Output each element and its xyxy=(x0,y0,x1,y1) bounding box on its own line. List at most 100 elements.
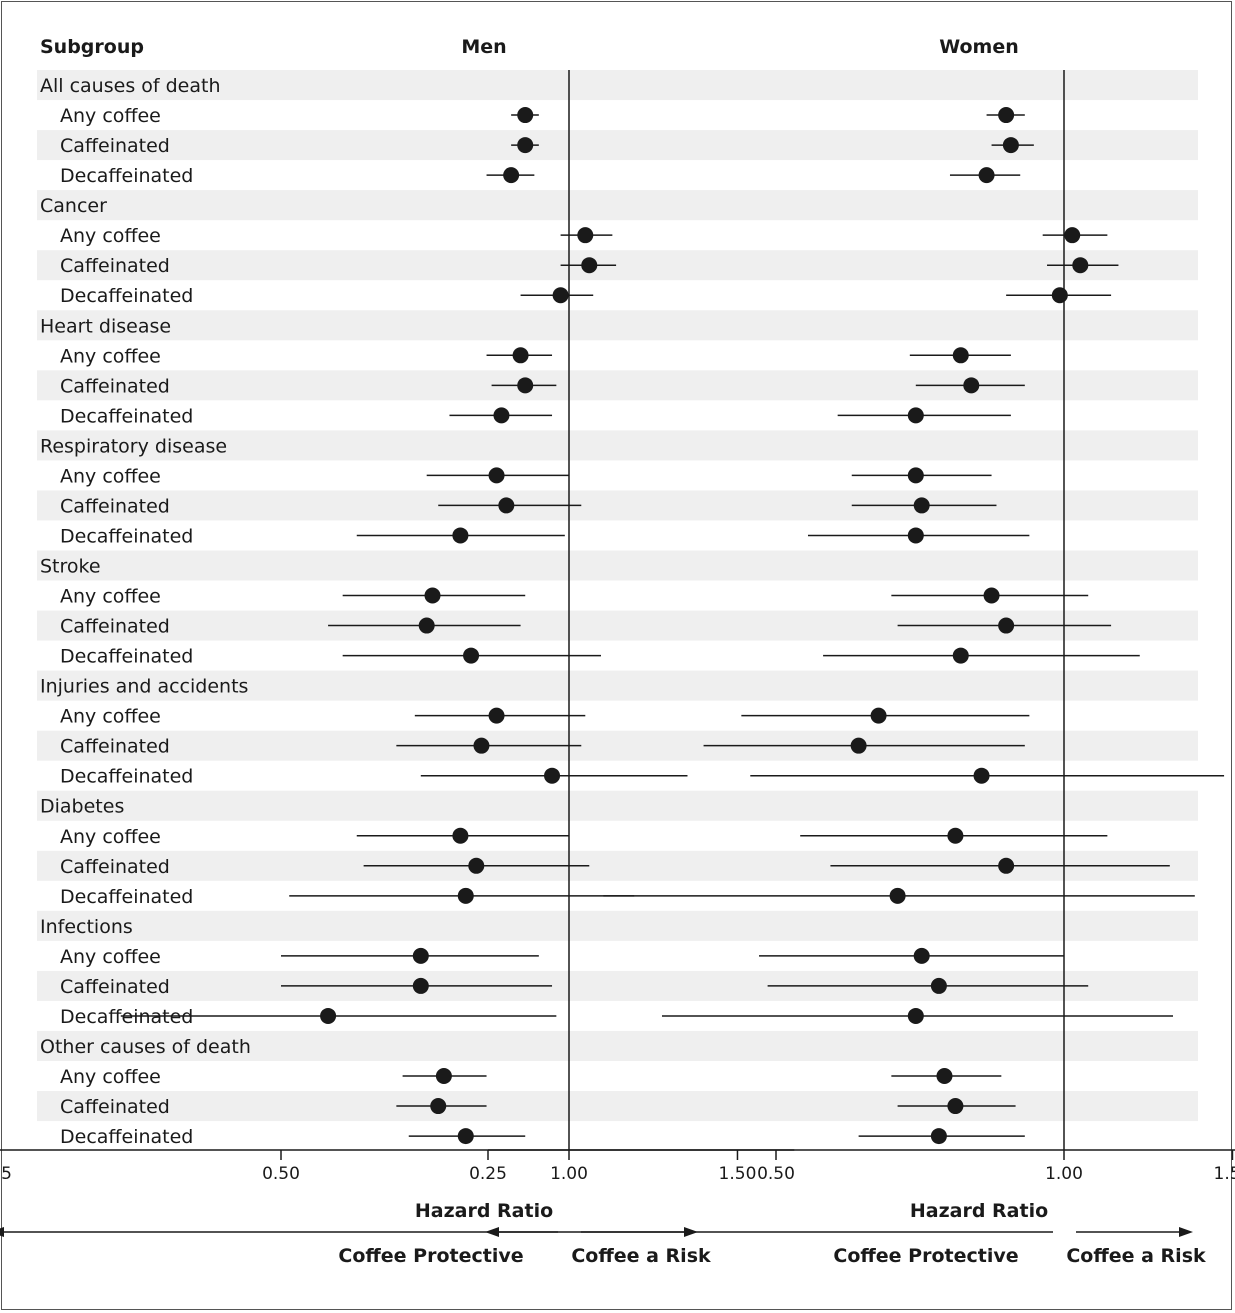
row-band xyxy=(37,550,1198,581)
row-label: Caffeinated xyxy=(60,856,170,878)
row-label: Any coffee xyxy=(60,345,161,367)
panel-title-men: Men xyxy=(461,36,506,58)
x-tick-label-men: 1.00 xyxy=(550,1164,588,1184)
row-label: Caffeinated xyxy=(60,135,170,157)
point-estimate-women xyxy=(907,467,924,484)
point-estimate-women xyxy=(1072,257,1089,274)
group-label: All causes of death xyxy=(40,75,221,97)
point-estimate-men xyxy=(452,827,469,844)
point-estimate-women xyxy=(907,407,924,424)
row-label: Caffeinated xyxy=(60,736,170,758)
row-label: Any coffee xyxy=(60,826,161,848)
row-bands xyxy=(37,70,1198,1122)
group-label: Other causes of death xyxy=(40,1036,251,1058)
x-tick-label-women: 0.25 xyxy=(469,1164,507,1184)
point-estimate-men xyxy=(581,257,598,274)
protective-label-men: Coffee Protective xyxy=(338,1245,523,1267)
row-label: Decaffeinated xyxy=(60,646,193,668)
point-estimate-women xyxy=(963,377,980,394)
point-estimate-women xyxy=(1051,287,1068,304)
row-labels: All causes of death Any coffee Caffeinated… xyxy=(40,75,251,1148)
row-label: Any coffee xyxy=(60,465,161,487)
point-estimate-men xyxy=(435,1068,452,1085)
point-estimate-women xyxy=(930,1128,947,1145)
point-estimate-men xyxy=(488,707,505,724)
row-band xyxy=(37,790,1198,821)
point-estimate-women xyxy=(913,497,930,514)
row-label: Decaffeinated xyxy=(60,766,193,788)
x-tick-label-women: 0.50 xyxy=(757,1164,795,1184)
x-tick-label-women: 1.50 xyxy=(1214,1164,1235,1184)
point-estimate-women xyxy=(936,1068,953,1085)
point-estimate-men xyxy=(512,347,529,364)
group-label: Heart disease xyxy=(40,315,171,337)
point-estimate-women xyxy=(978,167,995,184)
row-label: Caffeinated xyxy=(60,375,170,397)
point-estimate-men xyxy=(544,767,561,784)
row-band xyxy=(37,430,1198,461)
point-estimate-men xyxy=(452,527,469,544)
row-band xyxy=(37,310,1198,341)
group-label: Injuries and accidents xyxy=(40,676,248,698)
point-estimate-women xyxy=(952,347,969,364)
row-band xyxy=(37,1091,1198,1122)
group-label: Stroke xyxy=(40,555,101,577)
row-label: Decaffeinated xyxy=(60,886,193,908)
point-estimate-men xyxy=(488,467,505,484)
point-estimate-men xyxy=(430,1098,447,1115)
row-label: Decaffeinated xyxy=(60,165,193,187)
row-band xyxy=(37,670,1198,701)
point-estimate-women xyxy=(952,647,969,664)
protective-arrow-head-women xyxy=(485,1227,499,1237)
point-estimate-men xyxy=(320,1007,337,1024)
group-label: Cancer xyxy=(40,195,107,217)
row-label: Caffeinated xyxy=(60,255,170,277)
point-estimate-women xyxy=(998,107,1015,124)
point-estimate-women xyxy=(1064,227,1081,244)
point-estimate-women xyxy=(913,947,930,964)
row-label: Decaffeinated xyxy=(60,405,193,427)
row-band xyxy=(37,250,1198,281)
point-estimate-women xyxy=(973,767,990,784)
row-label: Decaffeinated xyxy=(60,1126,193,1148)
row-label: Decaffeinated xyxy=(60,525,193,547)
row-label: Caffeinated xyxy=(60,495,170,517)
group-label: Infections xyxy=(40,916,133,938)
ci-marks xyxy=(120,107,1225,1145)
row-label: Any coffee xyxy=(60,706,161,728)
x-tick-label-men: 0.50 xyxy=(262,1164,300,1184)
point-estimate-men xyxy=(412,947,429,964)
protective-arrow-head-men xyxy=(0,1227,4,1237)
risk-arrow-head-women xyxy=(1179,1227,1193,1237)
row-label: Decaffeinated xyxy=(60,285,193,307)
x-axis-title-women: Hazard Ratio xyxy=(910,1200,1048,1222)
point-estimate-men xyxy=(473,737,490,754)
point-estimate-men xyxy=(517,137,534,154)
point-estimate-men xyxy=(468,857,485,874)
point-estimate-women xyxy=(998,617,1015,634)
row-band xyxy=(37,70,1198,101)
point-estimate-men xyxy=(418,617,435,634)
subgroup-header: Subgroup xyxy=(40,36,144,58)
point-estimate-women xyxy=(947,1098,964,1115)
point-estimate-women xyxy=(889,887,906,904)
x-tick-label-women: 1.00 xyxy=(1045,1164,1083,1184)
x-axis-title-men: Hazard Ratio xyxy=(415,1200,553,1222)
point-estimate-women xyxy=(930,977,947,994)
axes: 0.25 0.50 1.00 1.50 0.25 0.50 1.00 1.50 xyxy=(0,1149,1235,1237)
point-estimate-women xyxy=(998,857,1015,874)
point-estimate-men xyxy=(424,587,441,604)
row-band xyxy=(37,910,1198,941)
reference-lines xyxy=(568,70,1065,1150)
point-estimate-men xyxy=(463,647,480,664)
point-estimate-men xyxy=(577,227,594,244)
group-label: Diabetes xyxy=(40,796,124,818)
row-label: Caffeinated xyxy=(60,1096,170,1118)
point-estimate-women xyxy=(1002,137,1019,154)
row-label: Any coffee xyxy=(60,105,161,127)
point-estimate-men xyxy=(552,287,569,304)
row-label: Any coffee xyxy=(60,1066,161,1088)
point-estimate-men xyxy=(457,887,474,904)
